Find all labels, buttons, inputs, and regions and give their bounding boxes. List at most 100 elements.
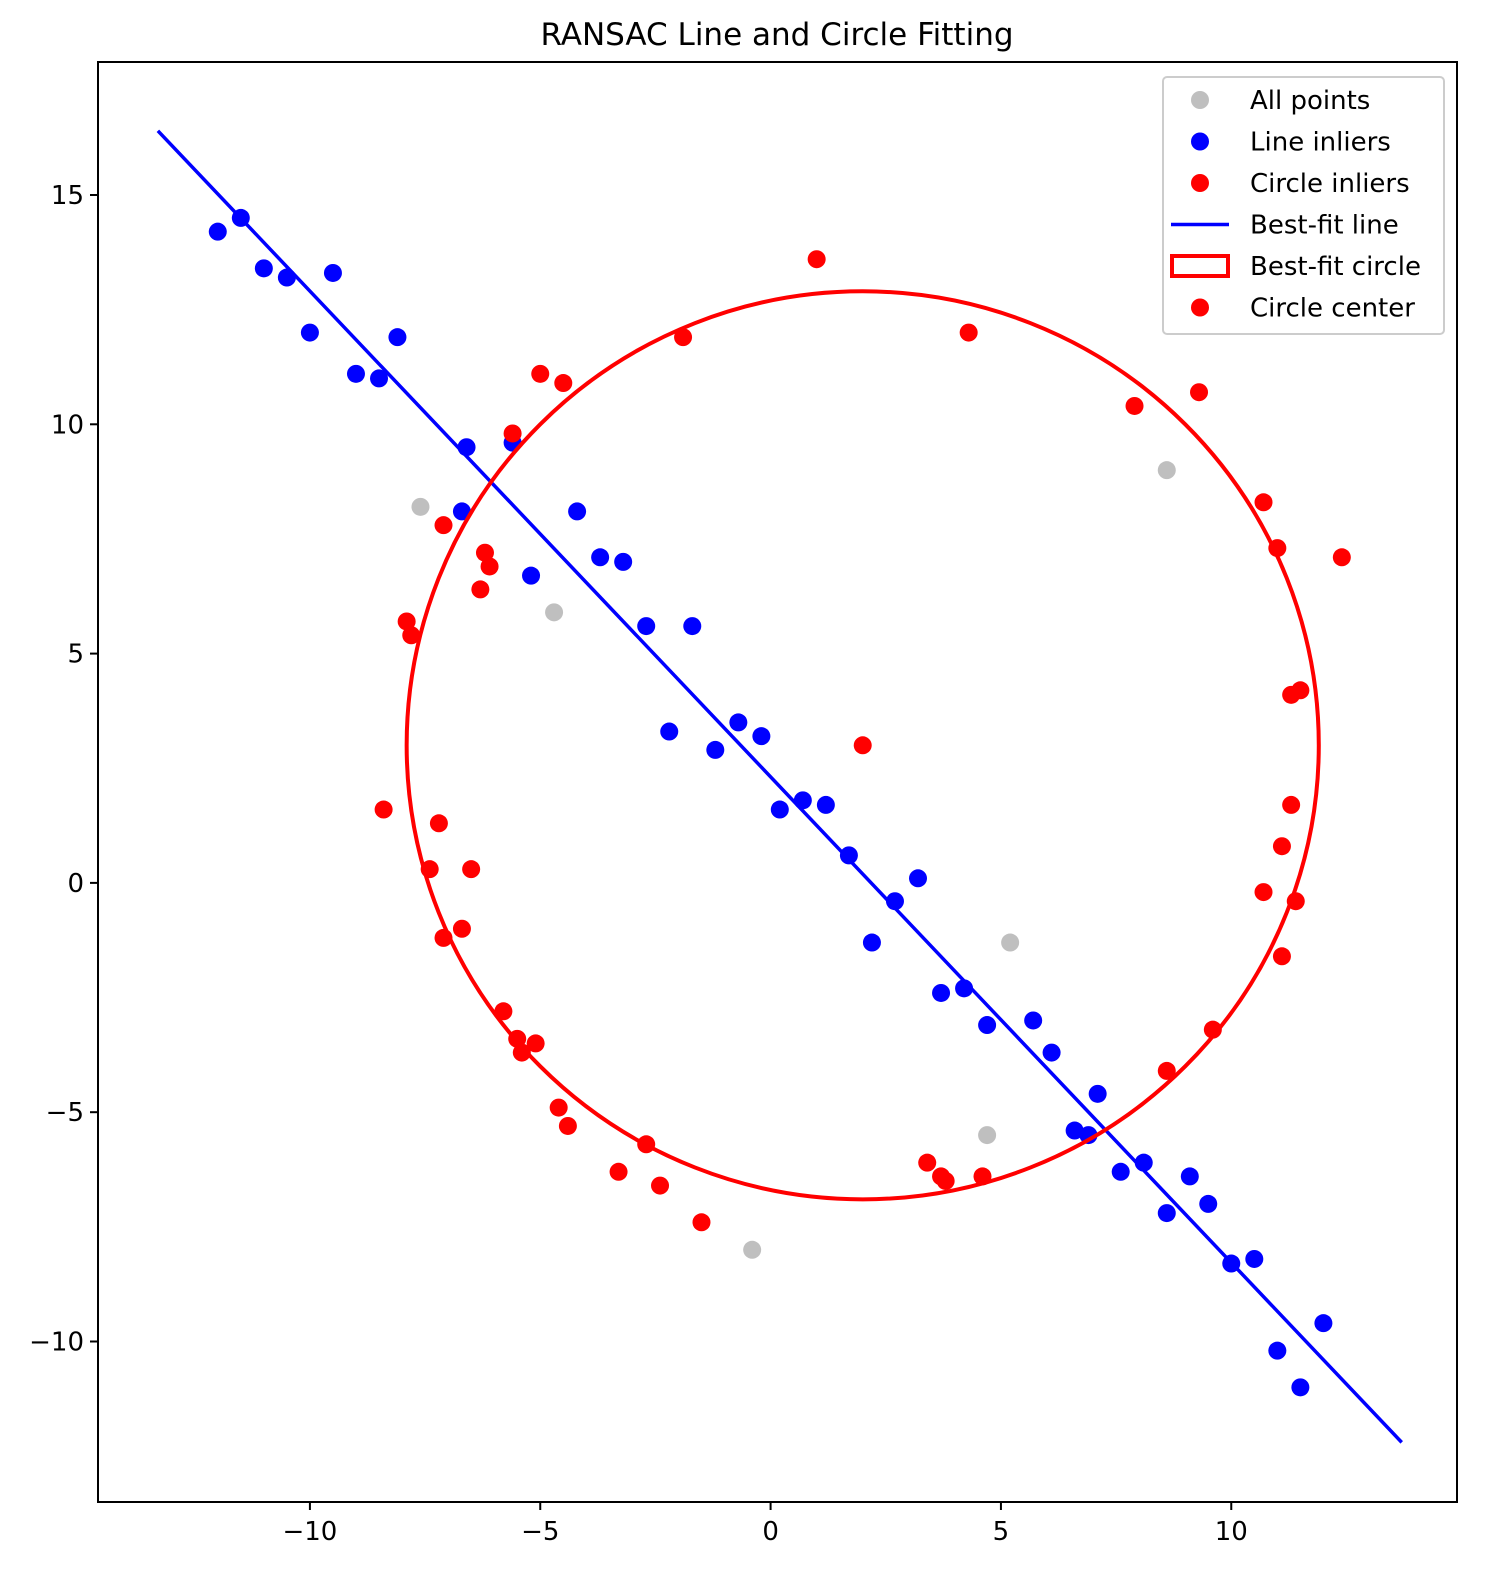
line-inlier-point: [1024, 1011, 1043, 1030]
line-inlier-point: [346, 364, 365, 383]
line-inlier-point: [932, 983, 951, 1002]
y-tick-label: 15: [51, 181, 84, 211]
circle-inlier-point: [1332, 548, 1351, 567]
circle-inlier-point: [471, 580, 490, 599]
circle-inlier-point: [558, 1116, 577, 1135]
legend-label: Best-fit line: [1250, 211, 1399, 241]
y-tick-label: 0: [67, 869, 84, 899]
fits-layer: [156, 129, 1403, 1444]
outlier-point: [545, 603, 564, 622]
line-inlier-point: [370, 369, 389, 388]
circle-inlier-point: [1272, 947, 1291, 966]
circle-inlier-point: [402, 626, 421, 645]
circle-inlier-point: [452, 919, 471, 938]
outlier-point: [1001, 933, 1020, 952]
line-inlier-point: [1291, 1378, 1310, 1397]
circle-inlier-point: [651, 1176, 670, 1195]
circle-center-point: [853, 736, 872, 755]
outlier-point: [743, 1240, 762, 1259]
line-inlier-point: [752, 727, 771, 746]
line-inlier-point: [816, 795, 835, 814]
circle-inlier-point: [609, 1162, 628, 1181]
line-inlier-point: [300, 323, 319, 342]
outlier-point: [1157, 461, 1176, 480]
circle-inlier-point: [475, 543, 494, 562]
circle-inlier-point: [374, 800, 393, 819]
circle-inlier-point: [429, 814, 448, 833]
best-fit-circle: [404, 289, 1321, 1202]
x-axis: −10 −5 0 5 10: [282, 1502, 1248, 1547]
line-inlier-point: [522, 566, 541, 585]
line-inlier-point: [1314, 1314, 1333, 1333]
line-inlier-point: [591, 548, 610, 567]
line-inlier-point: [323, 263, 342, 282]
line-inlier-point: [452, 502, 471, 521]
line-inlier-point: [660, 722, 679, 741]
line-inlier-point: [1111, 1162, 1130, 1181]
circle-inlier-point: [674, 328, 693, 347]
circle-inlier-point: [918, 1153, 937, 1172]
line-inlier-point: [568, 502, 587, 521]
legend-label: Line inliers: [1250, 128, 1391, 158]
line-inlier-point: [614, 552, 633, 571]
line-inlier-point: [637, 617, 656, 636]
circle-inlier-point: [807, 250, 826, 269]
x-tick-label: 10: [1215, 1517, 1248, 1547]
circle-inlier-point: [531, 364, 550, 383]
legend-label: All points: [1250, 86, 1370, 116]
legend-label: Circle center: [1250, 294, 1415, 324]
circle-inlier-point: [1291, 681, 1310, 700]
x-tick-label: −5: [521, 1517, 559, 1547]
x-tick-label: 0: [762, 1517, 779, 1547]
line-inlier-point: [388, 328, 407, 347]
line-inlier-point: [729, 713, 748, 732]
y-tick-label: 10: [51, 410, 84, 440]
circle-inlier-point: [480, 557, 499, 576]
outlier-point: [978, 1126, 997, 1145]
line-inlier-point: [862, 933, 881, 952]
circle-inlier-point: [549, 1098, 568, 1117]
line-inlier-point: [1245, 1249, 1264, 1268]
line-inlier-point: [1157, 1204, 1176, 1223]
best-fit-line: [156, 129, 1403, 1444]
circle-inlier-point: [692, 1213, 711, 1232]
circle-inlier-point: [434, 516, 453, 535]
line-inlier-point: [770, 800, 789, 819]
line-inlier-point: [1042, 1043, 1061, 1062]
line-inlier-point: [1065, 1121, 1084, 1140]
legend-box: [1162, 76, 1445, 335]
line-inlier-point: [1088, 1084, 1107, 1103]
outlier-point: [411, 497, 430, 516]
circle-inlier-point: [397, 612, 416, 631]
line-inlier-point: [208, 222, 227, 241]
legend-label: Best-fit circle: [1250, 252, 1421, 282]
y-tick-label: −5: [46, 1098, 84, 1128]
chart-title: RANSAC Line and Circle Fitting: [540, 17, 1013, 53]
circle-inlier-point: [1254, 493, 1273, 512]
line-inlier-point: [683, 617, 702, 636]
line-inlier-point: [909, 869, 928, 888]
line-inlier-point: [1199, 1194, 1218, 1213]
line-inlier-point: [978, 1016, 997, 1035]
line-inlier-point: [706, 740, 725, 759]
y-tick-label: −10: [29, 1327, 84, 1357]
axes-frame: [97, 61, 1458, 1503]
circle-inlier-point: [526, 1034, 545, 1053]
all-points-series: [411, 461, 1176, 1259]
circle-inlier-point: [1254, 883, 1273, 902]
legend-marker: [1191, 132, 1209, 151]
circle-inlier-point: [1203, 1020, 1222, 1039]
legend-marker: [1191, 91, 1209, 109]
line-inlier-point: [1180, 1167, 1199, 1186]
y-tick-label: 5: [67, 640, 84, 670]
legend-label: Circle inliers: [1250, 169, 1410, 199]
circle-inlier-point: [1190, 383, 1209, 402]
legend-patch-swatch: [1170, 254, 1230, 278]
circle-inlier-point: [503, 424, 522, 443]
x-tick-label: 5: [993, 1517, 1010, 1547]
circle-inliers-series: [374, 250, 1351, 1232]
line-inlier-point: [839, 846, 858, 865]
circle-inlier-point: [959, 323, 978, 342]
legend-marker: [1191, 298, 1209, 317]
